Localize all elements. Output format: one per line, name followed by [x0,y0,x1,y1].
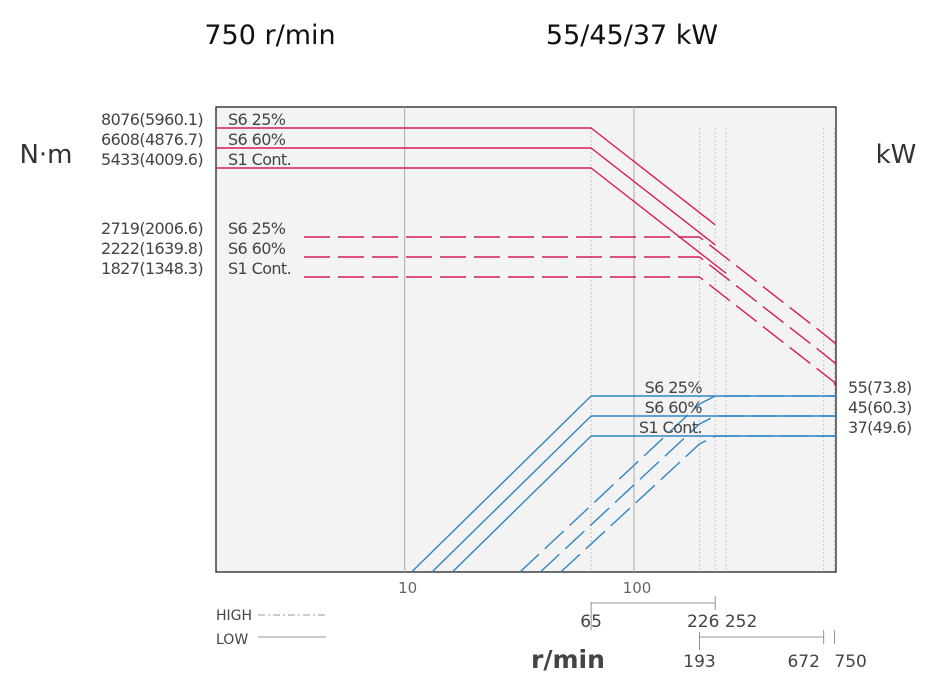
y-axis-left-label: N·m [19,140,72,170]
torque-value-label: 5433(4009.6) [101,150,203,169]
torque-mode-label: S6 60% [228,239,286,258]
torque-mode-label: S6 25% [228,110,286,129]
power-mode-label: S1 Cont. [639,418,702,437]
torque-low-2 [216,167,727,274]
speed-label-low-max1: 226 [687,612,719,632]
torque-mode-label: S1 Cont. [228,150,291,169]
power-value-label: 55(73.8) [848,378,912,397]
power-value-label: 37(49.6) [848,418,912,437]
x-tick-label: 100 [623,579,652,597]
speed-label-high-max2: 750 [834,652,866,672]
torque-value-label: 6608(4876.7) [101,130,203,149]
plot-area [215,106,837,573]
torque-low-1 [216,147,716,246]
legend-high-label: HIGH [216,608,252,624]
speed-title: 750 r/min [204,20,335,51]
torque-low-0 [216,127,716,226]
power-high-1 [539,415,836,573]
torque-value-label: 2222(1639.8) [101,239,203,258]
torque-mode-label: S6 25% [228,219,286,238]
speed-label-high-base: 193 [683,652,715,672]
torque-value-label: 2719(2006.6) [101,219,203,238]
power-low-1 [431,415,836,573]
power-mode-label: S6 25% [645,378,703,397]
torque-high-2 [304,276,837,393]
power-value-label: 45(60.3) [848,398,912,417]
torque-value-label: 1827(1348.3) [101,259,203,278]
torque-high-0 [304,236,837,345]
legend-low-label: LOW [216,632,248,648]
power-title: 55/45/37 kW [546,20,718,51]
power-high-0 [519,395,836,573]
torque-mode-label: S1 Cont. [228,259,291,278]
speed-label-low-max2: 252 [725,612,757,632]
torque-high-1 [304,256,837,365]
y-axis-right-label: kW [876,140,917,170]
torque-value-label: 8076(5960.1) [101,110,203,129]
power-mode-label: S6 60% [645,398,703,417]
x-axis-title: r/min [531,645,605,674]
speed-label-high-max1: 672 [787,652,819,672]
torque-mode-label: S6 60% [228,130,286,149]
x-tick-label: 10 [398,579,417,597]
